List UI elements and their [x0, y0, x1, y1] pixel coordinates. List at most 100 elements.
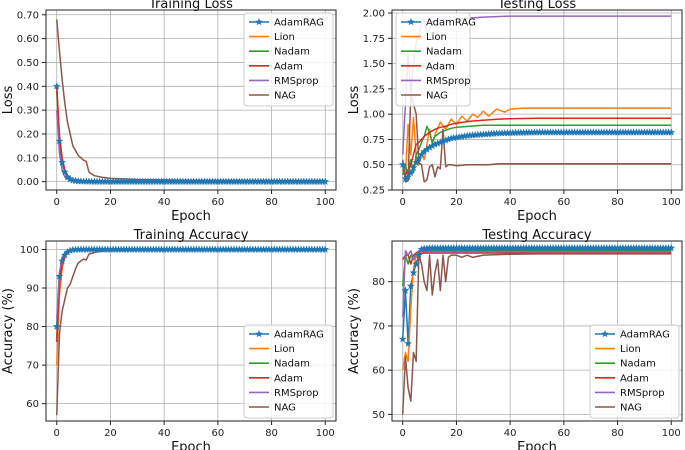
data-point-adamrag	[404, 172, 413, 181]
series-line-nag	[401, 93, 672, 183]
data-point-adamrag	[414, 154, 423, 163]
x-tick-label: 40	[504, 197, 517, 208]
x-tick-label: 0	[54, 428, 60, 439]
series-line-nag	[401, 253, 672, 415]
x-tick-label: 100	[316, 197, 335, 208]
x-tick-label: 80	[265, 197, 278, 208]
data-point-adamrag	[417, 150, 426, 158]
x-tick-label: 80	[265, 428, 278, 439]
legend-label-rmsprop: RMSprop	[620, 388, 665, 399]
legend-label-nadam: Nadam	[426, 47, 462, 58]
y-tick-label: 70	[26, 361, 39, 372]
y-axis-label: Accuracy (%)	[347, 288, 362, 374]
x-tick-label: 0	[54, 197, 60, 208]
y-tick-label: 0.50	[363, 160, 385, 171]
legend-label-adamrag: AdamRAG	[274, 18, 324, 29]
legend-label-rmsprop: RMSprop	[426, 76, 471, 87]
legend-label-adam: Adam	[274, 61, 303, 72]
plot-frame	[45, 9, 337, 191]
data-point-adamrag	[412, 158, 421, 167]
y-tick-label: 80	[26, 322, 39, 333]
chart-title: Training Loss	[148, 0, 233, 12]
legend-label-nag: NAG	[274, 91, 296, 102]
data-point-adamrag	[52, 82, 61, 90]
legend-label-nadam: Nadam	[620, 359, 656, 370]
x-tick-label: 60	[211, 197, 224, 208]
chart-title: Training Accuracy	[133, 228, 249, 243]
legend: AdamRAG Lion Nadam Adam RMSprop NAG	[243, 324, 334, 419]
data-point-adamrag	[667, 128, 676, 136]
y-tick-label: 0.70	[17, 10, 39, 21]
legend-label-nadam: Nadam	[274, 47, 310, 58]
subplot-1: 0 20 40 60 80 100 0.00 0.10 0.20 0.30 0.40 0.50 0.60…	[1, 0, 337, 224]
x-tick-label: 0	[400, 428, 406, 439]
y-tick-label: 100	[20, 245, 39, 256]
data-point-adamrag	[406, 281, 415, 290]
y-tick-label: 60	[26, 399, 39, 410]
data-point-adamrag	[60, 251, 69, 259]
plot-frame	[391, 240, 683, 422]
y-tick-label: 60	[372, 366, 385, 377]
series-line-adam	[402, 252, 672, 265]
y-tick-label: 1.00	[363, 110, 385, 121]
legend-label-nag: NAG	[274, 403, 296, 414]
legend-label-rmsprop: RMSprop	[274, 76, 319, 87]
legend-label-adamrag: AdamRAG	[274, 330, 324, 341]
data-point-adamrag	[667, 243, 676, 252]
legend-label-nag: NAG	[620, 403, 642, 414]
subplot-4: 0 20 40 60 80 100 50 60 70 80 Testing Accuracy Epoc…	[347, 228, 683, 450]
legend-marker-adamrag	[407, 18, 415, 26]
chart-title: Testing Accuracy	[481, 228, 591, 243]
y-tick-label: 0.20	[17, 129, 39, 140]
x-tick-label: 100	[662, 428, 681, 439]
y-tick-label: 0.10	[17, 153, 39, 164]
y-tick-label: 0.30	[17, 106, 39, 117]
x-tick-label: 40	[158, 428, 171, 439]
x-tick-label: 20	[450, 197, 463, 208]
y-axis-label: Accuracy (%)	[1, 288, 16, 374]
legend-label-nadam: Nadam	[274, 359, 310, 370]
x-axis-label: Epoch	[171, 209, 211, 224]
y-axis-label: Loss	[347, 86, 362, 115]
y-tick-label: 1.25	[363, 84, 385, 95]
x-tick-label: 100	[662, 197, 681, 208]
legend-label-rmsprop: RMSprop	[274, 388, 319, 399]
legend-label-nag: NAG	[426, 91, 448, 102]
legend-label-adam: Adam	[274, 373, 303, 384]
series-line-rmsprop	[55, 110, 326, 183]
legend-label-lion: Lion	[426, 32, 447, 43]
series-layer	[52, 19, 330, 186]
x-tick-label: 80	[611, 197, 624, 208]
series-line-adam	[402, 117, 672, 176]
legend-label-adamrag: AdamRAG	[620, 330, 670, 341]
x-axis-label: Epoch	[517, 440, 557, 450]
legend-marker-adamrag	[255, 330, 263, 338]
data-point-adamrag	[398, 335, 407, 343]
plot-frame	[45, 240, 337, 422]
y-tick-label: 0.50	[17, 58, 39, 69]
data-point-adamrag	[52, 322, 61, 330]
data-point-adamrag	[409, 163, 418, 172]
series-layer	[52, 245, 330, 416]
x-axis-label: Epoch	[171, 440, 211, 450]
legend-label-adam: Adam	[426, 61, 455, 72]
data-point-adamrag	[55, 136, 64, 145]
legend-label-adam: Adam	[620, 373, 649, 384]
data-point-adamrag	[412, 259, 421, 268]
series-line-rmsprop	[401, 249, 672, 318]
y-tick-label: 0.00	[17, 177, 39, 188]
x-tick-label: 20	[450, 428, 463, 439]
x-tick-label: 100	[316, 428, 335, 439]
y-tick-label: 70	[372, 321, 385, 332]
y-axis-label: Loss	[1, 86, 16, 115]
data-point-adamrag	[55, 272, 64, 280]
data-point-adamrag	[398, 160, 407, 169]
x-tick-label: 80	[611, 428, 624, 439]
chart-title: Testing Loss	[497, 0, 577, 12]
legend: AdamRAG Lion Nadam Adam RMSprop NAG	[589, 324, 680, 419]
subplot-2: 0 20 40 60 80 100 0.25 0.50 0.75 1.00 1.25 1.50 1.75…	[347, 0, 683, 224]
y-tick-label: 1.50	[363, 59, 385, 70]
legend-label-lion: Lion	[274, 344, 295, 355]
y-tick-label: 50	[372, 410, 385, 421]
